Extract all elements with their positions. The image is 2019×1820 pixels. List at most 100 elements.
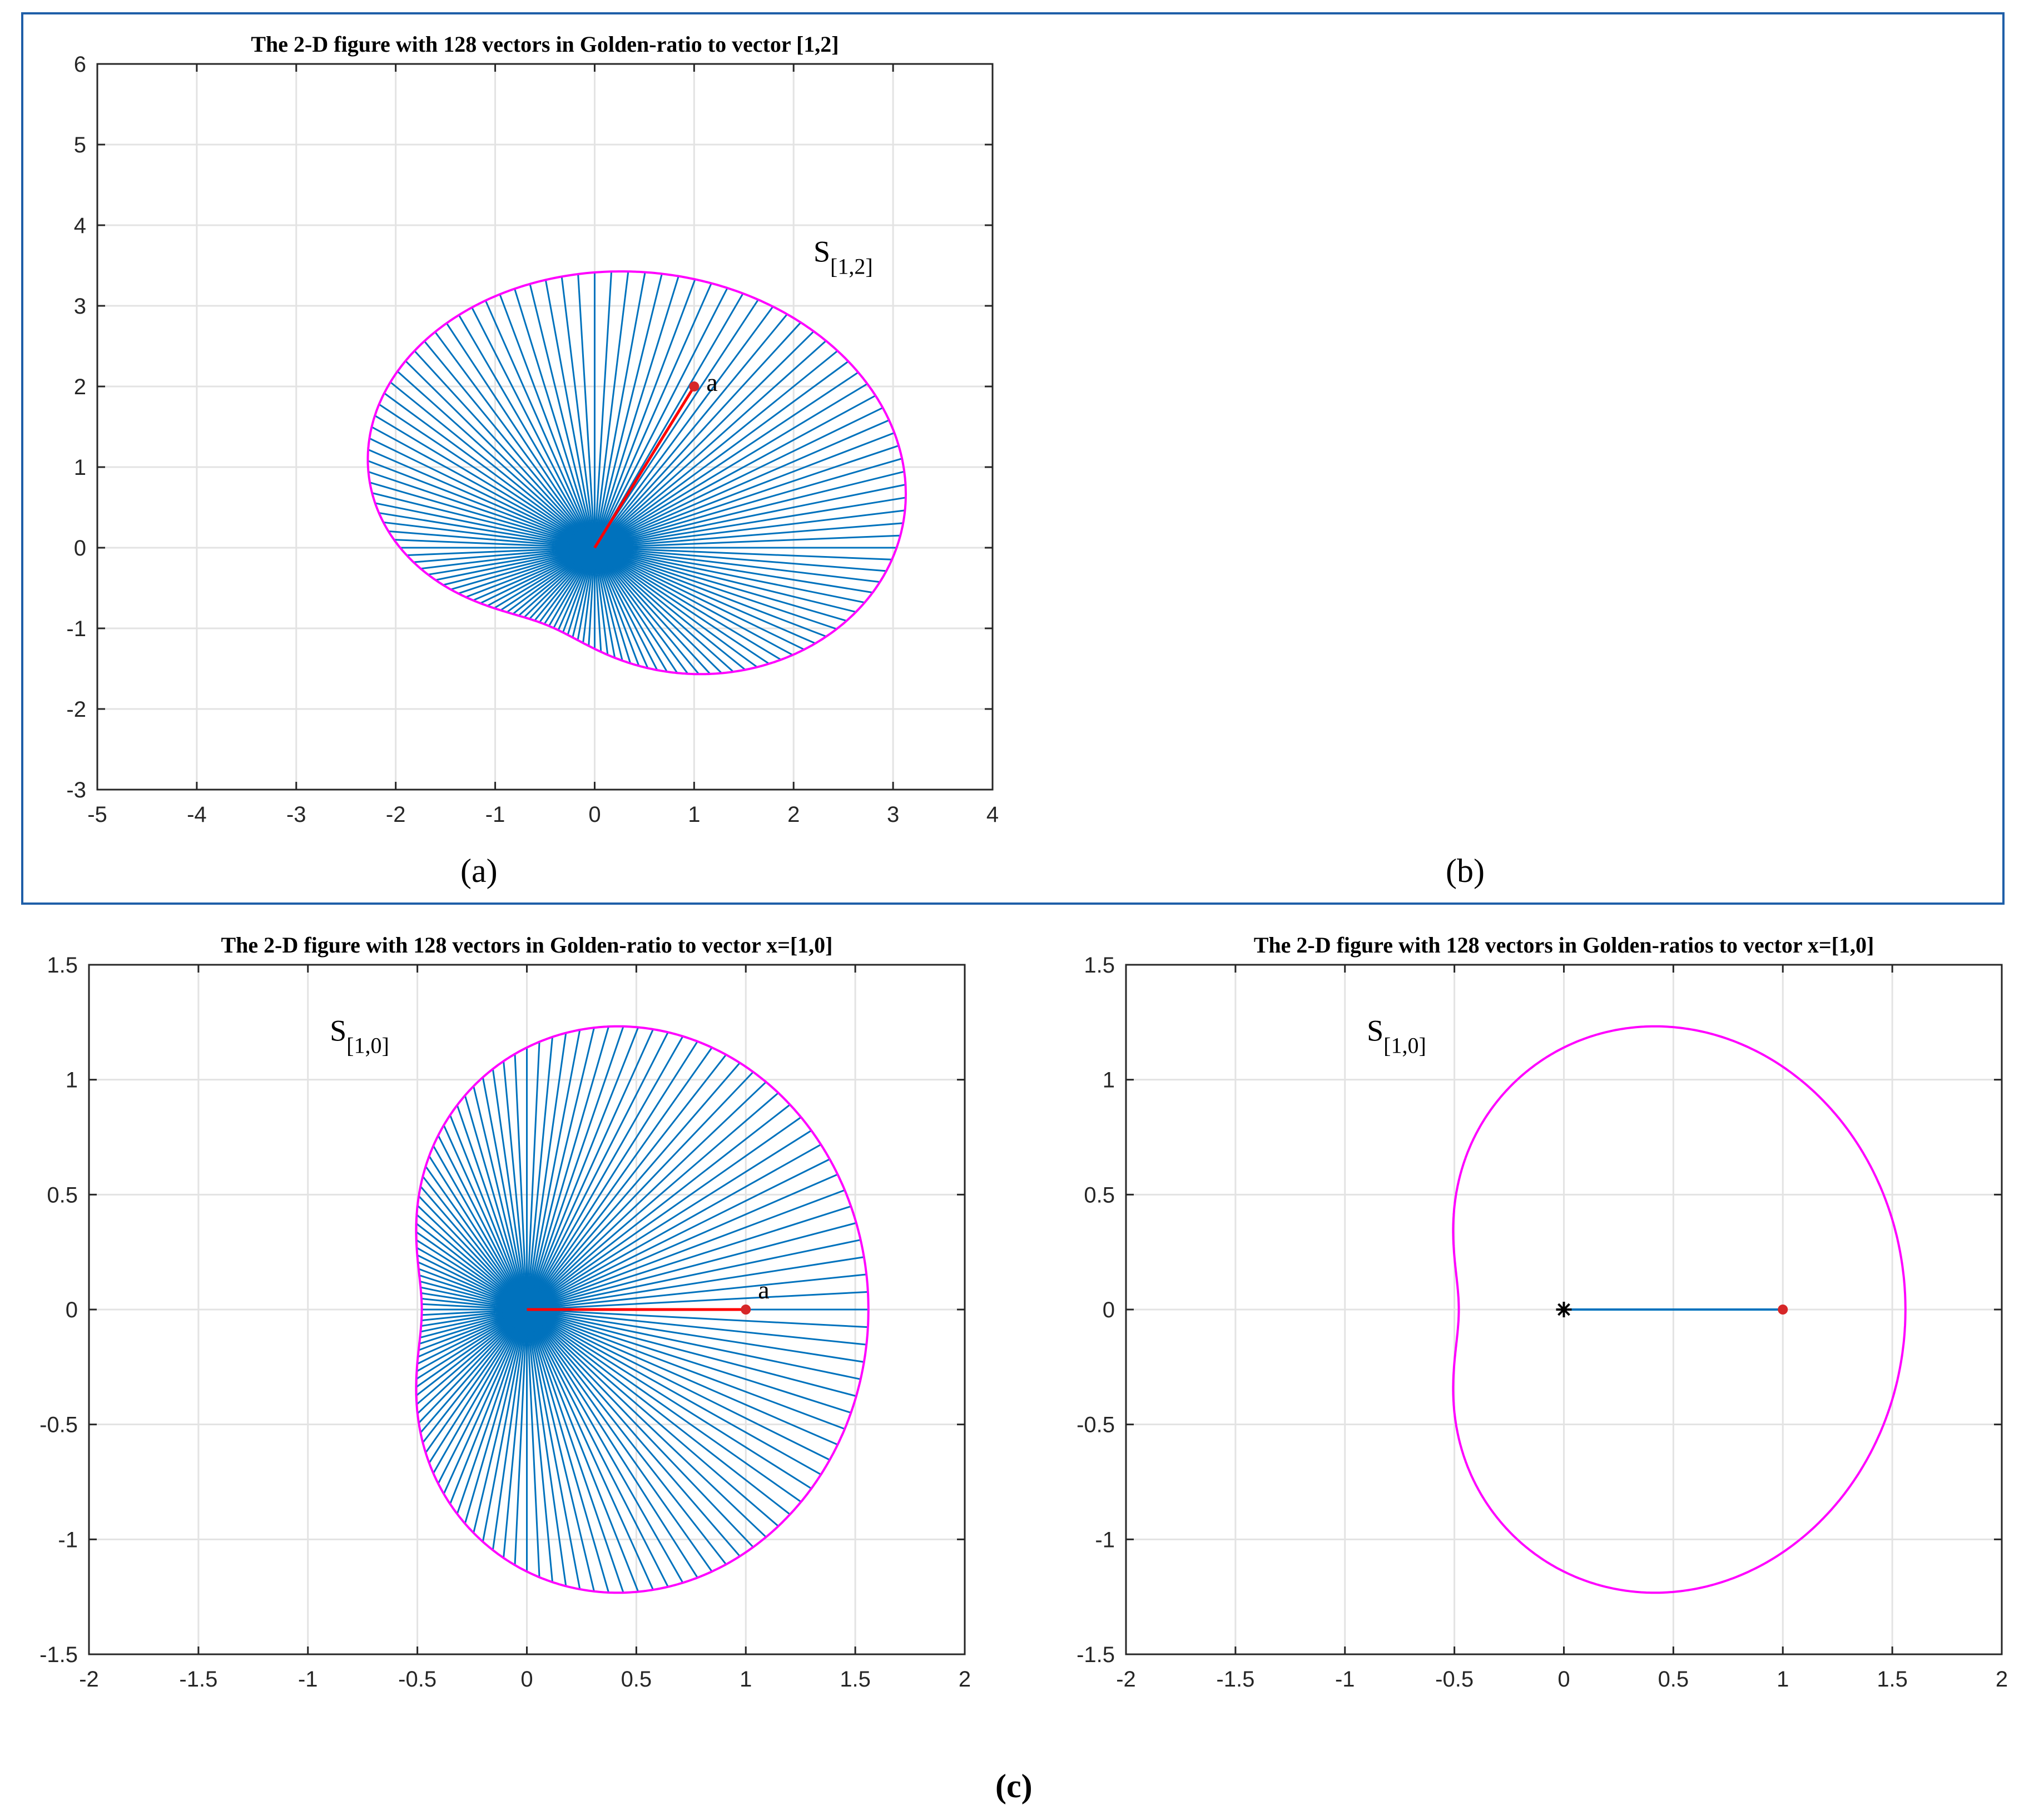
x-tick-label: 1.5 [840, 1667, 871, 1692]
ray-line [594, 547, 668, 672]
ray-line [594, 497, 906, 549]
ray-line [384, 392, 596, 549]
ray-line [526, 1116, 802, 1311]
ray-line [594, 547, 856, 613]
x-tick-label: 1.5 [1877, 1667, 1908, 1692]
ray-line [464, 1095, 528, 1310]
plot-area [97, 64, 993, 790]
ray-line [594, 534, 901, 549]
vector-endpoint [689, 381, 700, 391]
ray-line [526, 1308, 822, 1476]
x-tick-label: 0.5 [1658, 1667, 1689, 1692]
ray-line [526, 1071, 754, 1311]
ray-line [437, 1135, 528, 1310]
chart-title: The 2-D figure with 128 vectors in Golde… [251, 32, 839, 57]
ray-line [593, 273, 663, 548]
ray-line [594, 547, 793, 656]
y-tick-label: 6 [74, 52, 86, 77]
ray-line [526, 1047, 713, 1310]
x-tick-label: -3 [286, 802, 306, 827]
ray-line [396, 370, 596, 549]
ray-line [526, 1308, 830, 1461]
ray-line [415, 1222, 528, 1311]
x-tick-label: -1.5 [1216, 1667, 1254, 1692]
ray-line [526, 1081, 767, 1311]
vector-endpoint [1778, 1305, 1788, 1315]
panel-frame-ab [21, 12, 2005, 905]
ray-line [464, 1309, 528, 1524]
ray-line [594, 330, 815, 549]
ray-line [428, 1156, 528, 1310]
ray-line [594, 371, 859, 549]
ray-line [418, 1308, 528, 1424]
x-tick-label: -2 [1116, 1667, 1136, 1692]
ray-line [594, 547, 873, 594]
ray-line [473, 1086, 528, 1310]
ray-line [527, 1205, 851, 1311]
ray-line [482, 1309, 528, 1542]
ray-line [416, 1308, 528, 1405]
ray-line [526, 1309, 639, 1593]
x-tick-label: -1 [1335, 1667, 1355, 1692]
x-tick-label: 0 [1557, 1667, 1570, 1692]
x-tick-label: -4 [187, 802, 207, 827]
ray-line [526, 1104, 791, 1311]
ray-line [375, 502, 595, 549]
y-tick-label: -1 [58, 1528, 78, 1552]
y-tick-label: 1 [66, 1068, 78, 1093]
ray-line [369, 437, 596, 549]
ray-line [526, 1026, 639, 1310]
ray-line [594, 547, 805, 651]
ray-line [594, 547, 722, 674]
ray-line [594, 547, 689, 675]
y-tick-label: -1.5 [1077, 1643, 1115, 1667]
ray-line [526, 1033, 567, 1310]
ray-line [425, 1309, 528, 1454]
ray-line [443, 1124, 528, 1310]
ray-line [594, 282, 712, 548]
rays-group [415, 1026, 869, 1593]
x-tick-label: -1 [298, 1667, 318, 1692]
ray-line [435, 547, 595, 581]
ray-line [594, 547, 782, 661]
ray-line [527, 1308, 851, 1414]
chart-title: The 2-D figure with 128 vectors in Golde… [1254, 933, 1874, 958]
ray-line [526, 1308, 845, 1430]
ray-line [529, 284, 596, 548]
ray-line [526, 1309, 610, 1593]
ray-line [527, 1308, 867, 1346]
ray-line [413, 547, 595, 563]
ray-line [514, 1054, 528, 1310]
y-tick-label: -1.5 [39, 1643, 78, 1667]
ray-line [593, 272, 646, 548]
y-tick-label: 0 [66, 1298, 78, 1322]
ray-line [544, 280, 596, 548]
ray-line [456, 1104, 528, 1310]
ray-line [594, 547, 734, 673]
ray-line [594, 321, 802, 549]
ray-line [594, 547, 770, 664]
ray-line [422, 1176, 528, 1310]
ray-line [527, 1256, 865, 1311]
ray-line [594, 395, 876, 549]
ray-line [594, 547, 865, 604]
ray-line [443, 1309, 528, 1495]
y-tick-label: -0.5 [1077, 1413, 1115, 1437]
y-tick-label: -3 [66, 778, 86, 802]
ray-line [428, 547, 595, 576]
ray-line [594, 547, 887, 572]
ray-line [425, 1166, 528, 1310]
y-tick-label: 5 [74, 133, 86, 157]
y-tick-label: 1.5 [1084, 953, 1115, 978]
ray-line [434, 331, 596, 548]
ray-line [526, 1309, 669, 1588]
ray-line [449, 1309, 528, 1505]
ray-line [594, 299, 759, 548]
ray-line [526, 1309, 698, 1578]
x-tick-label: -2 [79, 1667, 99, 1692]
chart-a: a S[1,2] -5 -4 -3 -2 -1 0 1 2 3 4 -3 -2 -1 0 1 2 3 4 5 6 The 2… [66, 32, 999, 827]
ray-line [526, 1308, 767, 1538]
ray-line [368, 449, 596, 549]
ray-line [594, 547, 816, 644]
